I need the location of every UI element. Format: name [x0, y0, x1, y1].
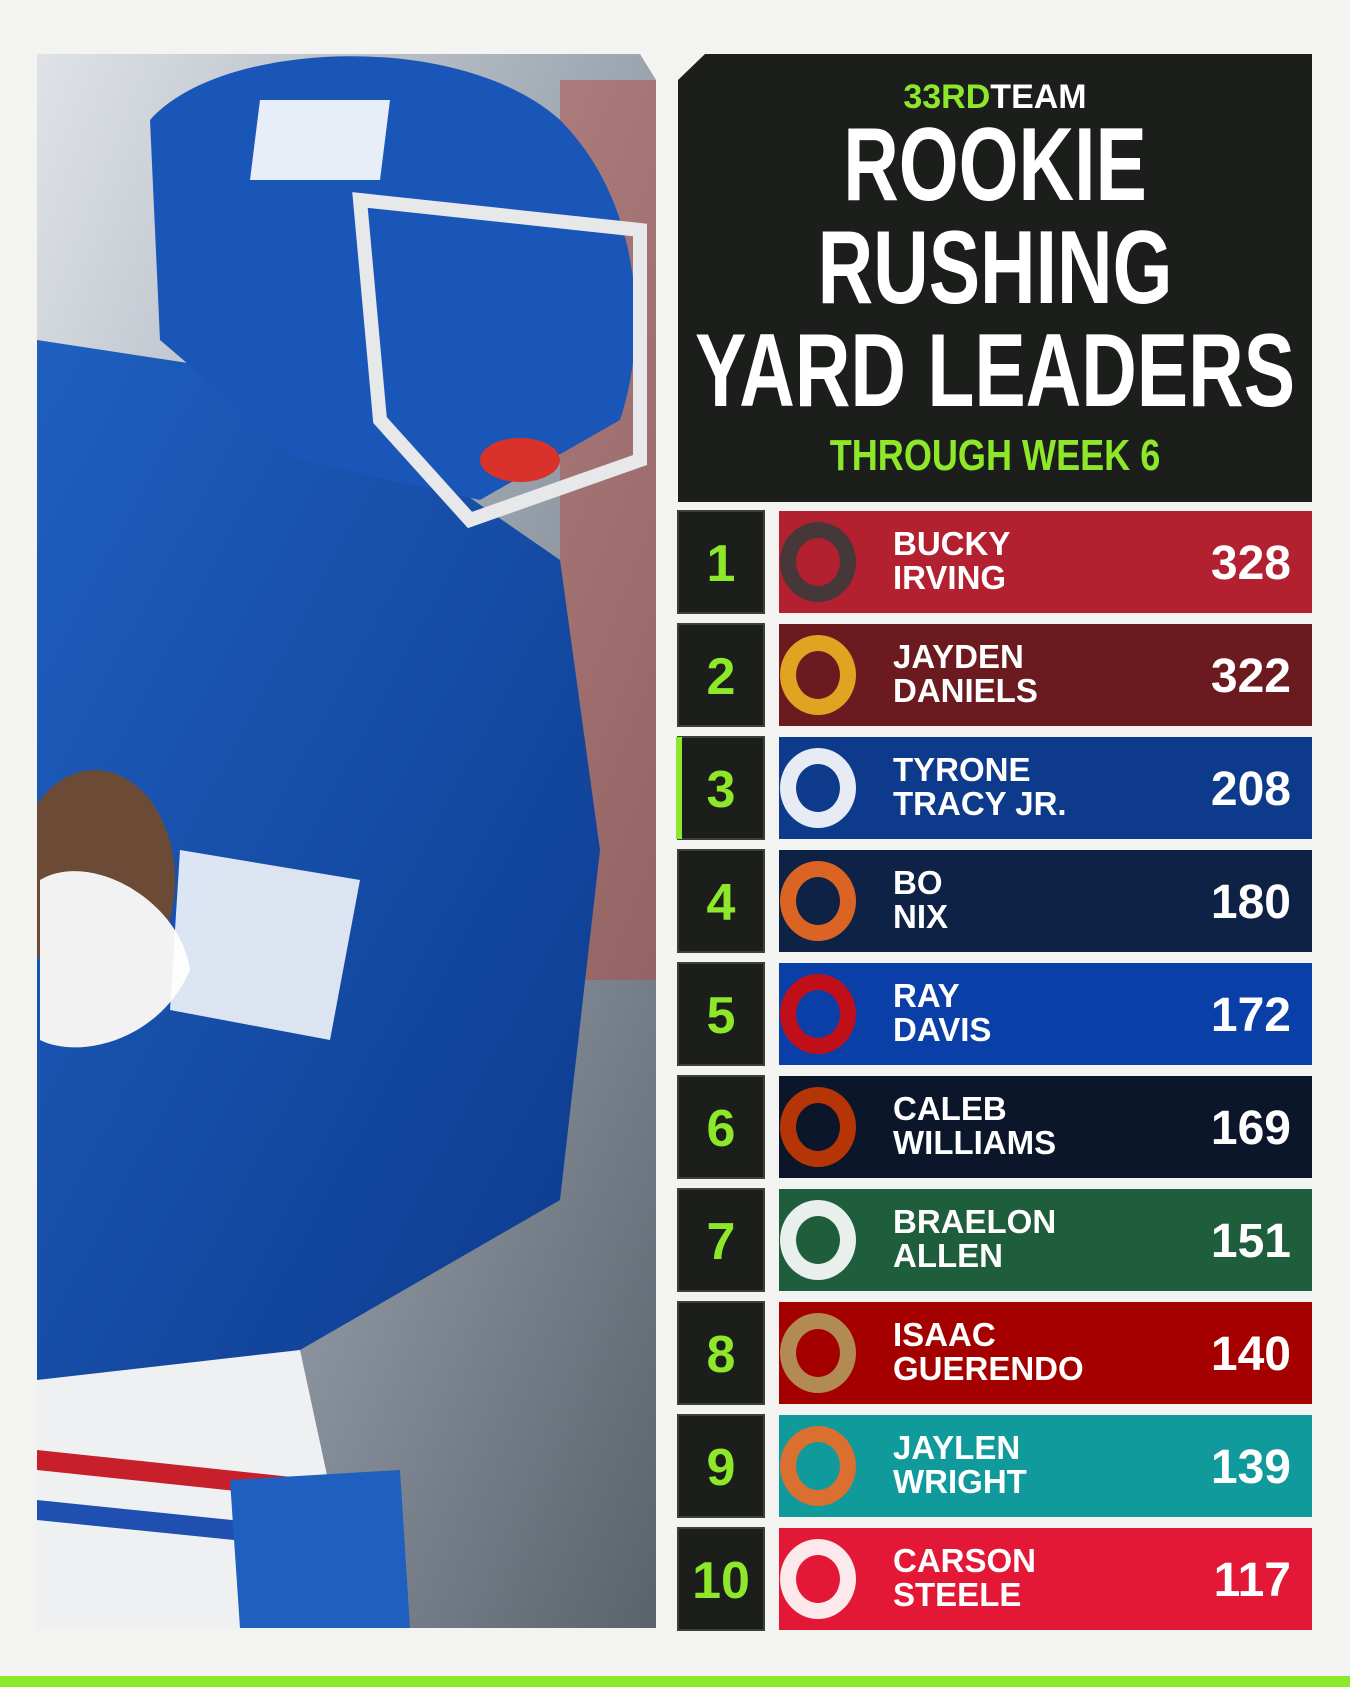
last-name: DAVIS [893, 1011, 991, 1048]
team-box [779, 850, 1312, 952]
title-line: RUSHING [818, 210, 1173, 326]
rank-box [677, 1301, 765, 1405]
last-name: NIX [893, 898, 948, 935]
rank-box [677, 1414, 765, 1518]
rank: 9 [707, 1439, 736, 1497]
first-name: TYRONE [893, 751, 1031, 788]
yards: 328 [1211, 537, 1291, 590]
team-logo-inner [796, 538, 840, 586]
last-name: ALLEN [893, 1237, 1003, 1274]
first-name: ISAAC [893, 1316, 996, 1353]
team-logo-inner [796, 1216, 840, 1264]
team-box [779, 1189, 1312, 1291]
team-logo-inner [796, 990, 840, 1038]
rank-box [677, 510, 765, 614]
team-logo-inner [796, 1555, 840, 1603]
first-name: BO [893, 864, 943, 901]
first-name: BUCKY [893, 525, 1010, 562]
yards: 180 [1211, 876, 1291, 929]
last-name: STEELE [893, 1576, 1021, 1613]
yards: 322 [1211, 650, 1291, 703]
rank: 3 [707, 761, 736, 819]
brand-a: 33RD [903, 78, 990, 116]
team-logo-inner [796, 1329, 840, 1377]
yards: 151 [1211, 1215, 1291, 1268]
rank-box [677, 962, 765, 1066]
last-name: GUERENDO [893, 1350, 1084, 1387]
yards: 139 [1211, 1441, 1291, 1494]
team-box [779, 511, 1312, 613]
first-name: CALEB [893, 1090, 1007, 1127]
yards: 172 [1211, 989, 1291, 1042]
team-box [779, 624, 1312, 726]
title-line: ROOKIE [843, 107, 1147, 223]
rank: 8 [707, 1326, 736, 1384]
rank: 4 [707, 874, 736, 932]
team-logo-inner [796, 764, 840, 812]
rank-box [677, 1075, 765, 1179]
rank: 1 [707, 535, 736, 593]
rank-box [677, 736, 765, 840]
rank: 5 [707, 987, 736, 1045]
yards: 169 [1211, 1102, 1291, 1155]
brand-b: TEAM [990, 78, 1086, 116]
header-box [678, 54, 1312, 502]
rank: 7 [707, 1213, 736, 1271]
rank-box [677, 623, 765, 727]
rank-box [677, 1188, 765, 1292]
team-logo-inner [796, 877, 840, 925]
rank: 10 [692, 1552, 750, 1610]
yards: 140 [1211, 1328, 1291, 1381]
team-box [779, 1528, 1312, 1630]
team-box [779, 963, 1312, 1065]
footer-stripe [0, 1676, 1350, 1687]
first-name: JAYLEN [893, 1429, 1020, 1466]
last-name: TRACY JR. [893, 785, 1067, 822]
team-logo-inner [796, 1103, 840, 1151]
team-box [779, 1302, 1312, 1404]
first-name: JAYDEN [893, 638, 1024, 675]
rank: 2 [707, 648, 736, 706]
team-box [779, 1076, 1312, 1178]
first-name: BRAELON [893, 1203, 1056, 1240]
first-name: RAY [893, 977, 960, 1014]
yards: 117 [1214, 1554, 1291, 1607]
subtitle: THROUGH WEEK 6 [830, 431, 1161, 480]
player-photo [37, 54, 656, 1628]
rank-box [677, 1527, 765, 1631]
last-name: IRVING [893, 559, 1006, 596]
team-box [779, 1415, 1312, 1517]
rank: 6 [707, 1100, 736, 1158]
last-name: DANIELS [893, 672, 1038, 709]
yards: 208 [1211, 763, 1291, 816]
last-name: WRIGHT [893, 1463, 1027, 1500]
title-line: YARD LEADERS [695, 313, 1295, 429]
last-name: WILLIAMS [893, 1124, 1056, 1161]
team-logo-inner [796, 1442, 840, 1490]
rank-accent [676, 737, 682, 839]
team-box [779, 737, 1312, 839]
rank-box [677, 849, 765, 953]
first-name: CARSON [893, 1542, 1036, 1579]
team-logo-inner [796, 651, 840, 699]
brand: 33RDTEAM [903, 78, 1086, 116]
